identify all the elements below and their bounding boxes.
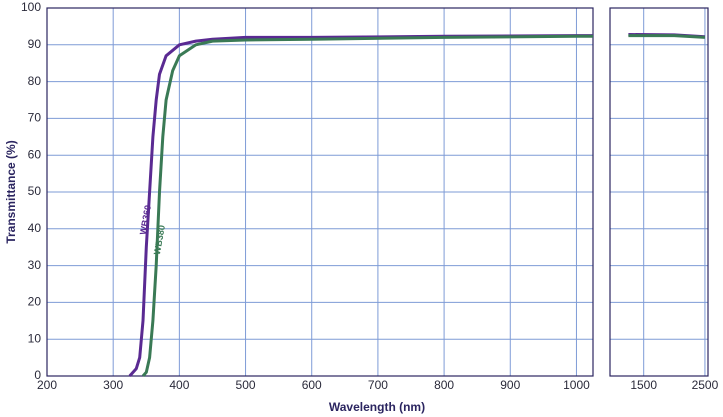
x-tick-label: 400 bbox=[169, 378, 189, 392]
x-tick-label: 700 bbox=[368, 378, 388, 392]
series-label: WB360 bbox=[138, 204, 153, 235]
x-tick-label: 200 bbox=[37, 378, 57, 392]
x-tick-label: 300 bbox=[103, 378, 123, 392]
plot-frame bbox=[609, 7, 709, 377]
x-tick-label: 600 bbox=[302, 378, 322, 392]
y-tick-label: 40 bbox=[28, 221, 42, 235]
x-tick-label: 1000 bbox=[563, 378, 590, 392]
y-tick-label: 100 bbox=[21, 0, 41, 14]
x-tick-label: 900 bbox=[500, 378, 520, 392]
x-axis-title: Wavelength (nm) bbox=[329, 400, 425, 414]
y-tick-label: 60 bbox=[28, 147, 42, 161]
y-tick-label: 70 bbox=[28, 111, 42, 125]
data-line bbox=[141, 34, 593, 377]
x-tick-label: 1500 bbox=[630, 378, 657, 392]
y-tick-label: 90 bbox=[28, 37, 42, 51]
y-tick-label: 50 bbox=[28, 184, 42, 198]
y-tick-label: 30 bbox=[28, 258, 42, 272]
y-tick-label: 20 bbox=[28, 295, 42, 309]
x-tick-label: 2500 bbox=[692, 378, 719, 392]
x-tick-label: 800 bbox=[434, 378, 454, 392]
plot-frame bbox=[46, 7, 594, 377]
y-tick-label: 80 bbox=[28, 74, 42, 88]
data-line bbox=[128, 34, 593, 377]
x-tick-label: 500 bbox=[236, 378, 256, 392]
y-axis-title: Transmittance (%) bbox=[4, 140, 18, 243]
data-line bbox=[628, 34, 705, 39]
y-tick-label: 0 bbox=[34, 368, 41, 382]
y-tick-label: 10 bbox=[28, 331, 42, 345]
